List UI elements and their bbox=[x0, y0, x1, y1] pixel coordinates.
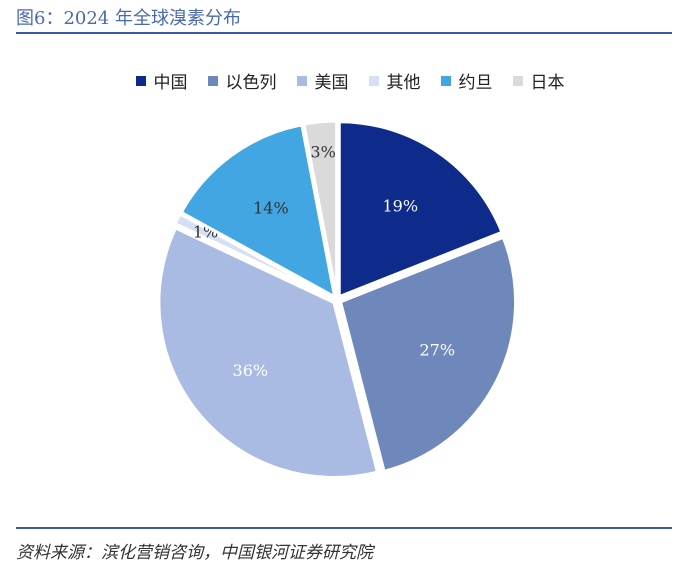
pie-slice bbox=[173, 211, 335, 300]
source-rule bbox=[16, 527, 672, 529]
legend-label: 其他 bbox=[386, 73, 421, 93]
pie-slice bbox=[337, 120, 504, 299]
legend-item: 以色列 bbox=[207, 68, 277, 93]
slice-label: 19% bbox=[382, 196, 418, 215]
legend-label: 以色列 bbox=[225, 73, 277, 93]
figure-title: 图6：2024 年全球溴素分布 bbox=[16, 8, 241, 29]
pie-slice bbox=[338, 235, 518, 474]
legend-label: 日本 bbox=[530, 73, 565, 93]
legend-item: 美国 bbox=[296, 68, 349, 93]
chart-legend: 中国 以色列 美国 其他 约旦 日本 bbox=[0, 68, 700, 93]
legend-label: 约旦 bbox=[458, 73, 493, 93]
legend-swatch bbox=[440, 75, 451, 86]
legend-swatch bbox=[512, 75, 523, 86]
legend-label: 中国 bbox=[153, 73, 188, 93]
source-note: 资料来源：滨化营销咨询，中国银河证券研究院 bbox=[16, 543, 373, 563]
legend-item: 日本 bbox=[512, 68, 565, 93]
legend-swatch bbox=[296, 75, 307, 86]
legend-label: 美国 bbox=[314, 73, 349, 93]
pie-slice bbox=[179, 123, 337, 300]
slice-label: 36% bbox=[233, 361, 269, 380]
legend-swatch bbox=[207, 75, 218, 86]
legend-swatch bbox=[368, 75, 379, 86]
pie-slice bbox=[302, 119, 339, 297]
legend-item: 约旦 bbox=[440, 68, 493, 93]
title-rule bbox=[16, 32, 672, 34]
legend-item: 其他 bbox=[368, 68, 421, 93]
legend-swatch bbox=[135, 75, 146, 86]
slice-label: 3% bbox=[310, 143, 335, 162]
pie-slice bbox=[157, 226, 380, 480]
slice-label: 14% bbox=[253, 198, 289, 217]
legend-item: 中国 bbox=[135, 68, 188, 93]
slice-label: 27% bbox=[419, 341, 455, 360]
